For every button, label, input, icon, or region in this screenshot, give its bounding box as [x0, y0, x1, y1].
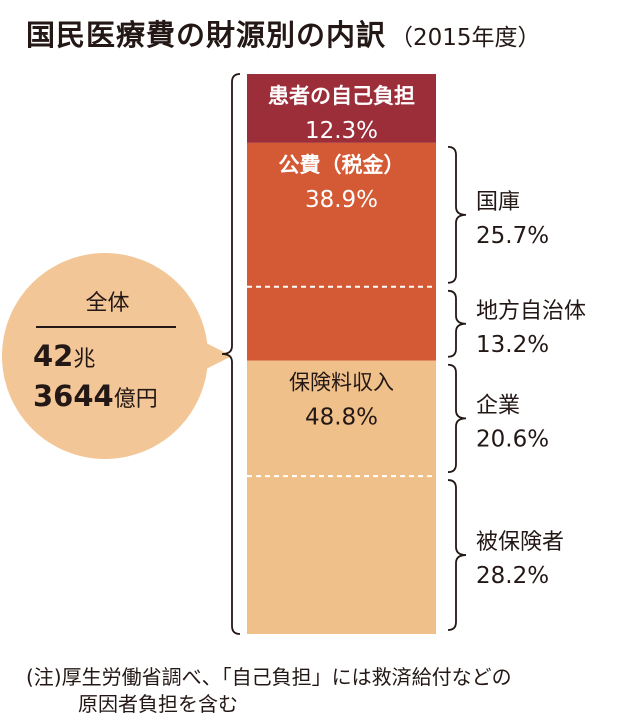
sub-brace-2 — [447, 363, 467, 473]
footnote: (注)厚生労働省調べ、「自己負担」には救済給付などの 原因者負担を含む — [26, 664, 512, 718]
segment-name-1: 公費（税金） — [279, 153, 405, 177]
title-text: 国民医療費の財源別の内訳 — [26, 18, 387, 52]
segment-name-2: 保険料収入 — [289, 371, 394, 395]
footnote-line2: 原因者負担を含む — [78, 692, 238, 716]
segment-labels: 患者の自己負担 12.3% 公費（税金） 38.9% 保険料収入 48.8% — [268, 84, 415, 431]
total-unit-1: 兆 — [73, 347, 96, 372]
bar-segment-0 — [247, 74, 436, 143]
sub-brace-1 — [447, 289, 467, 358]
total-brace — [221, 73, 241, 635]
total-value: 42兆 3644億円 — [33, 338, 158, 418]
brackets — [221, 73, 467, 635]
segment-percent-2: 48.8% — [305, 405, 378, 431]
sub-name-1: 地方自治体 — [476, 299, 586, 324]
sub-percent-3: 28.2% — [476, 563, 549, 589]
sub-percent-0: 25.7% — [476, 223, 549, 249]
bar-segment-2 — [247, 360, 436, 634]
total-value-2: 3644 — [33, 379, 114, 413]
sub-name-2: 企業 — [476, 393, 520, 418]
sub-dividers — [247, 285, 436, 478]
title-year: （2015年度） — [390, 25, 541, 51]
segment-percent-0: 12.3% — [305, 118, 378, 144]
segment-percent-1: 38.9% — [305, 187, 378, 213]
sub-brace-3 — [447, 479, 467, 631]
sub-name-3: 被保険者 — [476, 530, 564, 555]
sub-segment-labels: 国庫 25.7% 地方自治体 13.2% 企業 20.6% 被保険者 28.2% — [476, 190, 586, 589]
total-unit-2: 億円 — [113, 387, 158, 412]
bar-segment-1 — [247, 142, 436, 361]
total-label: 全体 — [85, 291, 130, 316]
total-value-1: 42 — [33, 339, 74, 373]
total-bubble-pointer — [196, 338, 232, 374]
total-rule — [36, 326, 176, 328]
sub-percent-2: 20.6% — [476, 426, 549, 452]
total-bubble — [2, 253, 232, 459]
bar-segments — [247, 74, 436, 634]
chart-title: 国民医療費の財源別の内訳 （2015年度） — [26, 12, 541, 54]
sub-name-0: 国庫 — [476, 190, 520, 215]
sub-percent-1: 13.2% — [476, 332, 549, 358]
segment-name-0: 患者の自己負担 — [268, 84, 415, 108]
sub-brace-0 — [447, 145, 467, 284]
total-bubble-circle — [2, 253, 208, 459]
footnote-line1: (注)厚生労働省調べ、「自己負担」には救済給付などの — [26, 665, 512, 689]
